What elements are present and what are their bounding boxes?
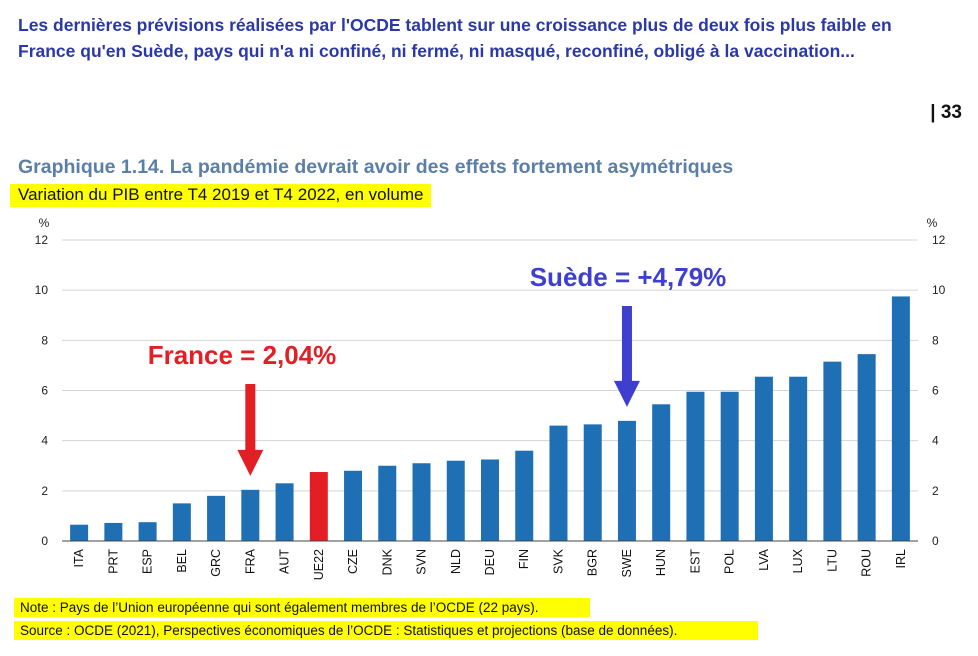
bar-bel bbox=[172, 503, 191, 541]
bar-est bbox=[686, 391, 705, 541]
x-tick-label: BGR bbox=[586, 549, 600, 576]
annotation-swe: Suède = +4,79% bbox=[530, 262, 727, 292]
x-tick-label: AUT bbox=[278, 549, 292, 574]
bar-prt bbox=[104, 522, 123, 541]
bar-aut bbox=[275, 483, 294, 541]
x-tick-label: NLD bbox=[449, 549, 463, 574]
x-tick-label: DNK bbox=[380, 548, 394, 575]
x-tick-label: ESP bbox=[141, 549, 155, 574]
x-tick-label: EST bbox=[688, 549, 702, 574]
bar-ita bbox=[70, 524, 89, 541]
bar-swe bbox=[617, 420, 636, 541]
x-tick-label: LUX bbox=[791, 548, 805, 573]
bar-irl bbox=[891, 296, 910, 541]
x-tick-label: FRA bbox=[243, 548, 257, 574]
bar-esp bbox=[138, 522, 157, 541]
y-tick-label-right: 2 bbox=[932, 484, 939, 498]
bar-chart: 0 0 2 2 4 4 6 6 8 8 10 10 12 12% % ITA PRT ESP BEL GRC FRA AU… bbox=[35, 216, 946, 580]
chart-source: Source : OCDE (2021), Perspectives écono… bbox=[14, 621, 758, 640]
x-tick-label: UE22 bbox=[312, 549, 326, 580]
y-tick-label-left: 0 bbox=[41, 534, 48, 548]
y-axis-unit-left: % bbox=[39, 216, 50, 230]
chart-note: Note : Pays de l’Union européenne qui so… bbox=[14, 598, 590, 617]
y-tick-label-left: 2 bbox=[41, 484, 48, 498]
y-tick-label-right: 4 bbox=[932, 434, 939, 448]
bar-nld bbox=[446, 460, 465, 541]
bar-svk bbox=[549, 425, 568, 541]
x-tick-label: SVN bbox=[415, 549, 429, 575]
annotation-arrow-fra bbox=[237, 384, 264, 476]
y-tick-label-right: 0 bbox=[932, 534, 939, 548]
x-tick-label: DEU bbox=[483, 549, 497, 575]
intro-text: Les dernières prévisions réalisées par l… bbox=[18, 15, 892, 61]
y-tick-label-right: 12 bbox=[932, 233, 946, 247]
y-tick-label-right: 10 bbox=[932, 283, 946, 297]
x-tick-label: LVA bbox=[757, 548, 771, 570]
x-tick-label: FIN bbox=[517, 549, 531, 569]
y-tick-label-left: 10 bbox=[35, 283, 49, 297]
bar-lva bbox=[754, 376, 773, 541]
y-tick-label-left: 6 bbox=[41, 384, 48, 398]
annotation-arrow-swe bbox=[613, 306, 640, 407]
y-tick-label-left: 8 bbox=[41, 333, 48, 347]
bar-rou bbox=[857, 354, 876, 541]
x-tick-label: HUN bbox=[654, 549, 668, 576]
x-tick-label: POL bbox=[723, 549, 737, 574]
bar-bgr bbox=[583, 424, 602, 541]
y-tick-label-right: 6 bbox=[932, 384, 939, 398]
bar-lux bbox=[789, 376, 808, 541]
y-tick-label-left: 12 bbox=[35, 233, 49, 247]
bar-grc bbox=[207, 495, 226, 541]
x-tick-label: SVK bbox=[551, 548, 565, 574]
x-tick-label: IRL bbox=[894, 549, 908, 569]
bar-hun bbox=[652, 404, 671, 541]
x-tick-label: SWE bbox=[620, 549, 634, 577]
bar-ltu bbox=[823, 361, 842, 541]
x-tick-label: ITA bbox=[72, 548, 86, 567]
y-axis-unit-right: % bbox=[927, 216, 938, 230]
bar-svn bbox=[412, 463, 431, 541]
bar-fra bbox=[241, 489, 260, 541]
y-tick-label-right: 8 bbox=[932, 333, 939, 347]
x-tick-label: ROU bbox=[860, 549, 874, 577]
bar-dnk bbox=[378, 465, 397, 541]
x-tick-label: PRT bbox=[106, 549, 120, 574]
x-tick-label: BEL bbox=[175, 549, 189, 573]
x-tick-label: LTU bbox=[825, 549, 839, 572]
bar-pol bbox=[720, 391, 739, 541]
annotation-fra: France = 2,04% bbox=[148, 340, 337, 370]
chart-subtitle: Variation du PIB entre T4 2019 et T4 202… bbox=[10, 184, 432, 207]
page-number: | 33 bbox=[930, 102, 962, 123]
y-tick-label-left: 4 bbox=[41, 434, 48, 448]
x-tick-label: CZE bbox=[346, 549, 360, 574]
bar-deu bbox=[481, 459, 499, 541]
bar-ue22 bbox=[309, 472, 328, 541]
bar-cze bbox=[344, 470, 363, 541]
chart-title: Graphique 1.14. La pandémie devrait avoi… bbox=[18, 156, 734, 178]
bar-fin bbox=[515, 450, 534, 541]
x-tick-label: GRC bbox=[209, 549, 223, 577]
